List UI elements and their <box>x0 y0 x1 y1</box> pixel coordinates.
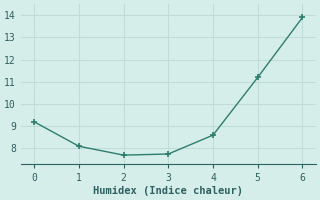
X-axis label: Humidex (Indice chaleur): Humidex (Indice chaleur) <box>93 186 243 196</box>
